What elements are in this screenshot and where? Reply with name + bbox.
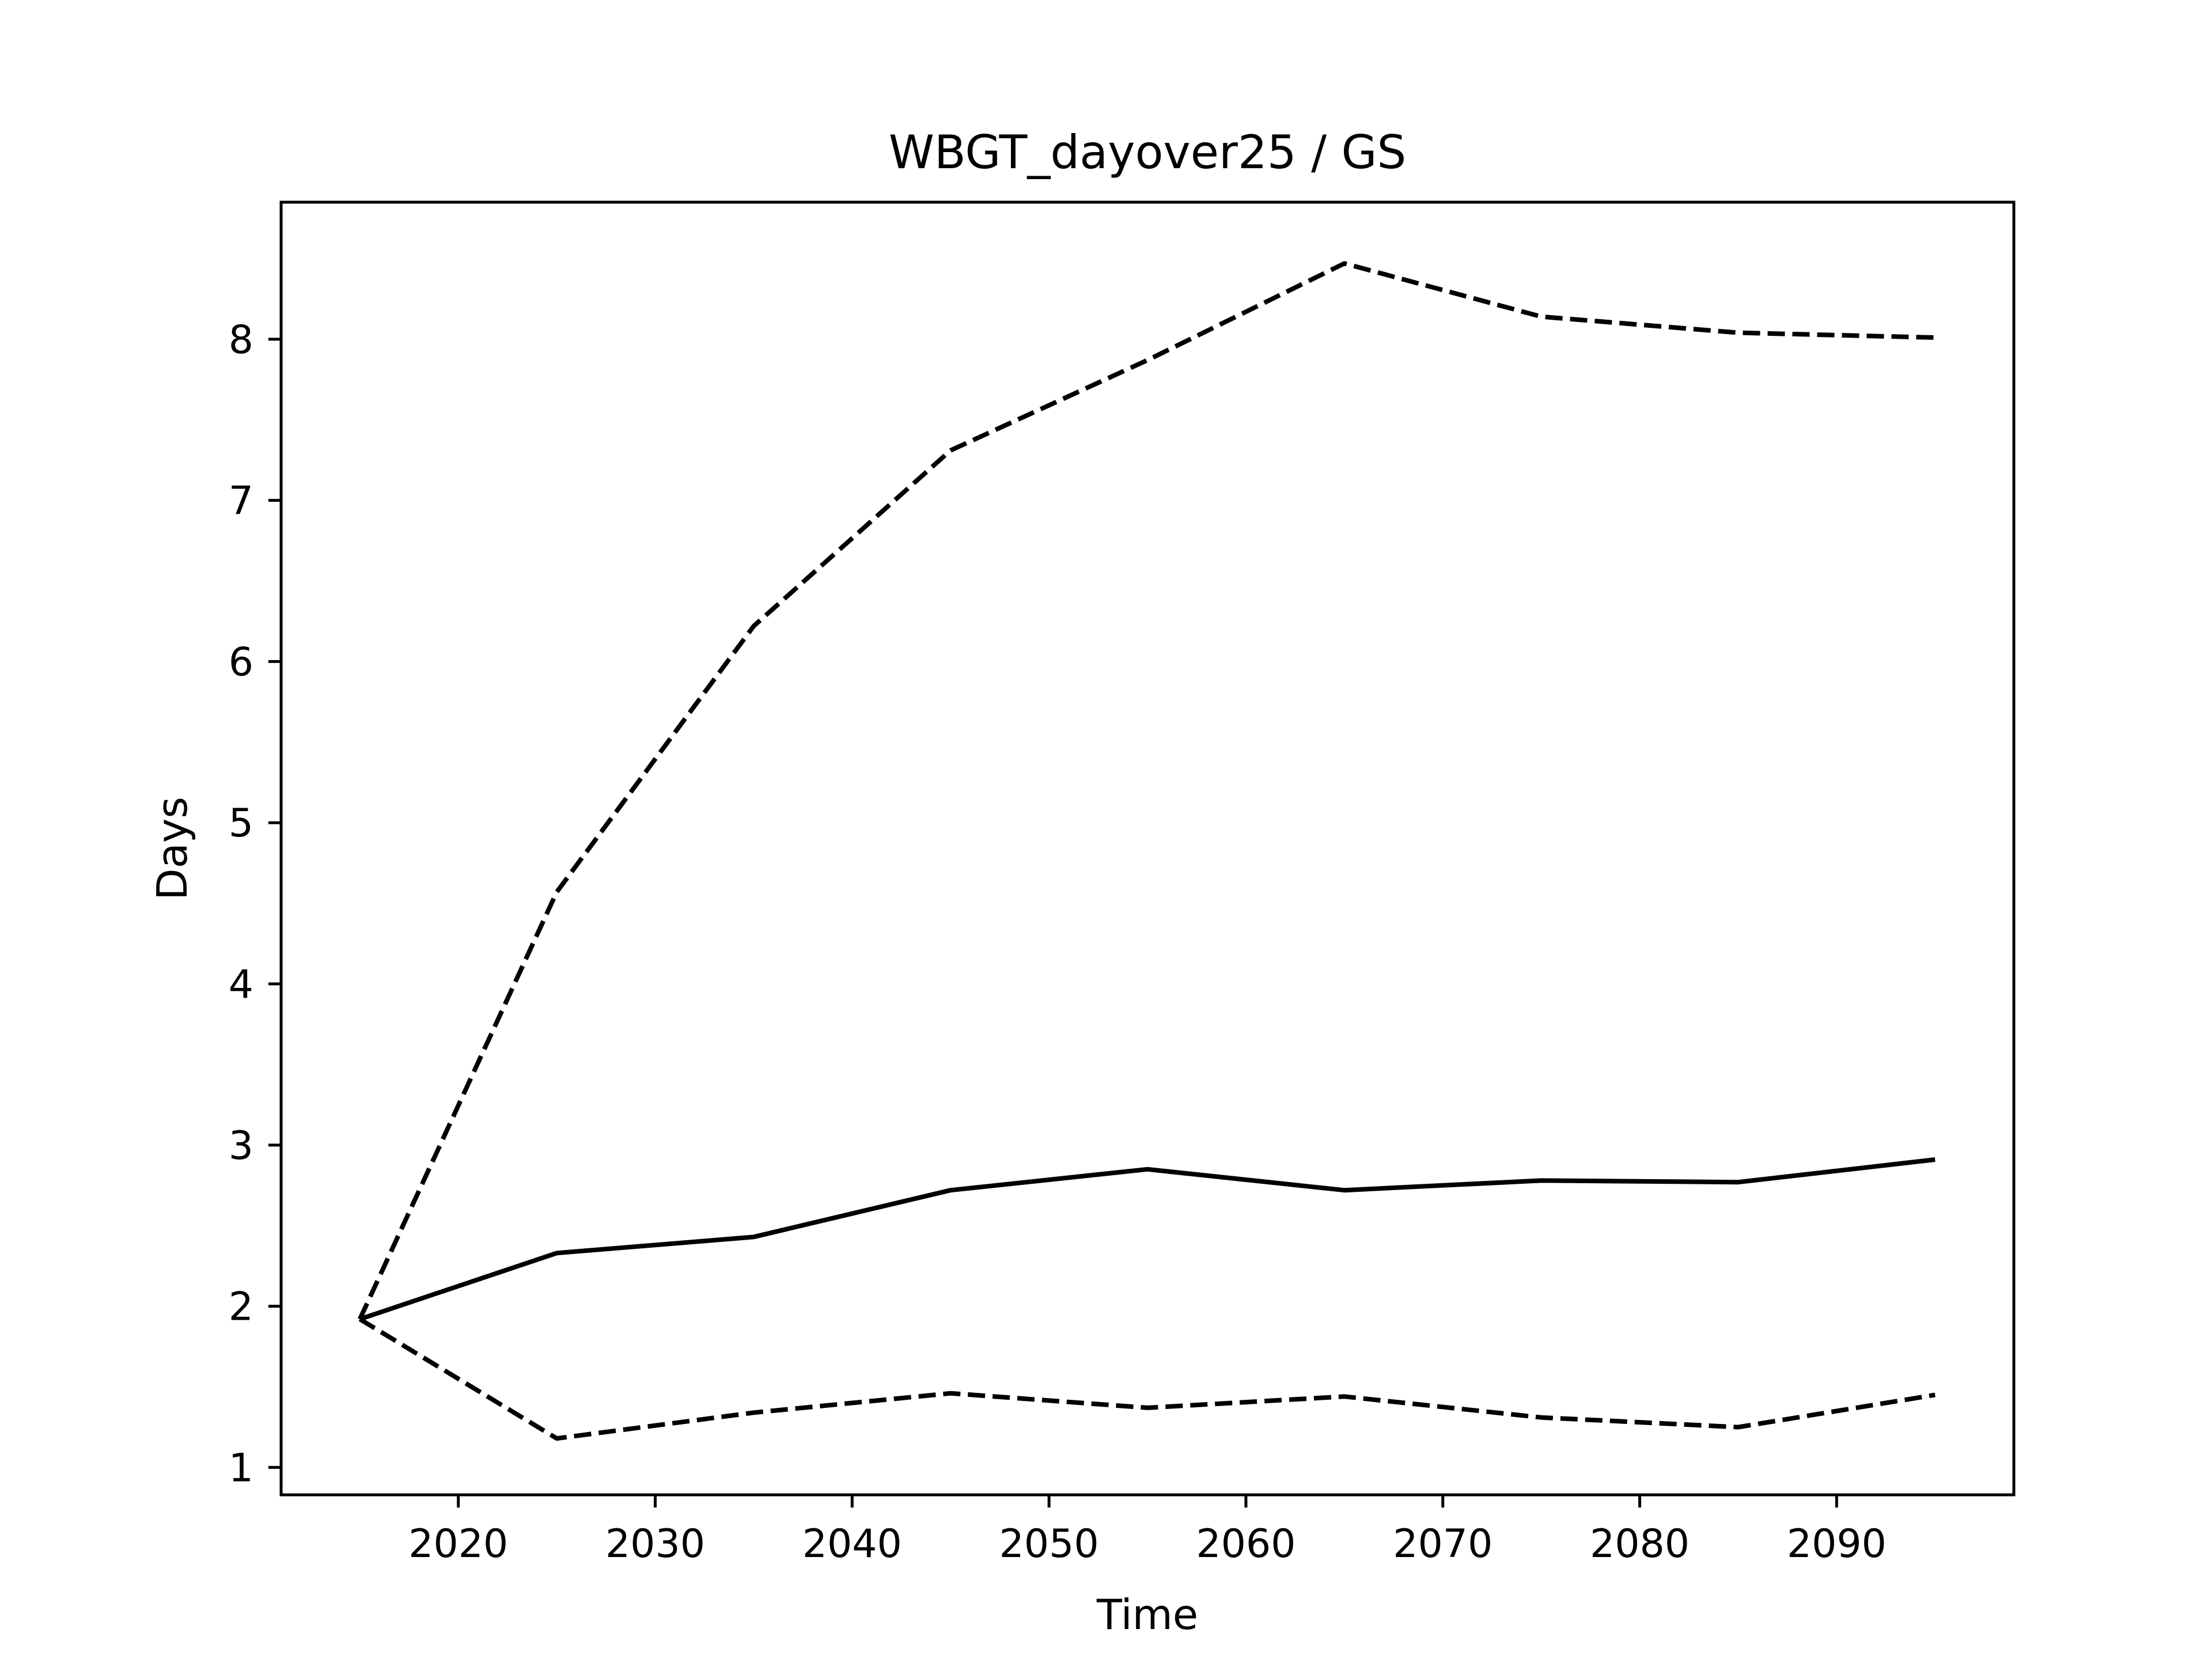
y-axis-label: Days (148, 797, 196, 900)
y-tick-label: 4 (229, 962, 253, 1007)
x-tick-label: 2030 (605, 1521, 705, 1567)
series-line-upper-bound (358, 261, 1936, 1320)
y-tick-label: 3 (229, 1123, 253, 1169)
y-tick-label: 6 (229, 639, 253, 685)
x-tick-label: 2090 (1787, 1521, 1887, 1567)
x-tick-label: 2040 (802, 1521, 902, 1567)
x-tick-label: 2070 (1393, 1521, 1493, 1567)
y-tick-label: 2 (229, 1285, 253, 1330)
chart-title: WBGT_dayover25 / GS (889, 126, 1407, 179)
y-tick-label: 1 (229, 1445, 253, 1491)
y-tick-label: 5 (229, 801, 253, 846)
x-axis-label: Time (1096, 1590, 1198, 1639)
y-tick-label: 7 (229, 479, 253, 524)
series-line-median (359, 1157, 1936, 1321)
x-tick-label: 2060 (1196, 1521, 1296, 1567)
plot-frame (279, 200, 2016, 1497)
x-axis-ticks: 2020 2030 2040 2050 2060 2070 2080 2090 (408, 1495, 1887, 1567)
x-tick-label: 2020 (408, 1521, 508, 1567)
series-layer (358, 261, 1936, 1441)
y-axis-ticks: 1 2 3 4 5 6 7 8 (229, 317, 281, 1491)
x-tick-label: 2050 (999, 1521, 1099, 1567)
series-line-lower-bound (358, 1317, 1936, 1441)
y-tick-label: 8 (229, 317, 253, 363)
x-tick-label: 2080 (1590, 1521, 1690, 1567)
